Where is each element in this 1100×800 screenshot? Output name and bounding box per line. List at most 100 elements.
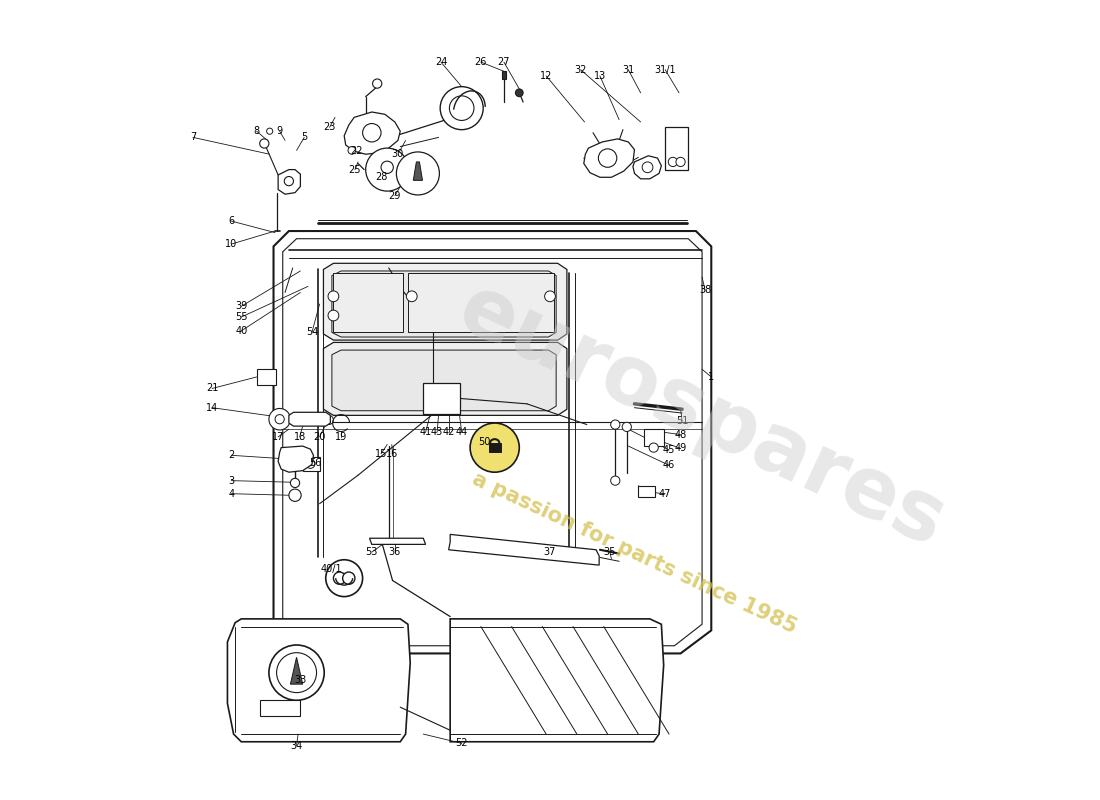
Text: 48: 48 — [674, 430, 686, 439]
Text: 55: 55 — [235, 312, 248, 322]
Text: 37: 37 — [543, 547, 556, 557]
Text: 16: 16 — [386, 449, 398, 458]
Circle shape — [406, 291, 417, 302]
Polygon shape — [333, 274, 403, 333]
Circle shape — [268, 645, 324, 700]
Text: 42: 42 — [442, 427, 454, 438]
Text: 4: 4 — [228, 489, 234, 498]
Text: 44: 44 — [455, 427, 468, 438]
Polygon shape — [344, 112, 400, 154]
Circle shape — [260, 139, 268, 148]
Text: 43: 43 — [431, 427, 443, 438]
Text: 41: 41 — [419, 427, 431, 438]
Text: 27: 27 — [497, 57, 510, 67]
Polygon shape — [323, 263, 566, 340]
Text: 49: 49 — [674, 443, 686, 454]
Text: 50: 50 — [477, 438, 491, 447]
Polygon shape — [332, 271, 557, 337]
Bar — [256, 370, 276, 385]
Polygon shape — [414, 162, 422, 180]
Circle shape — [544, 291, 556, 302]
Text: 10: 10 — [226, 239, 238, 249]
Circle shape — [363, 123, 381, 142]
Text: 18: 18 — [294, 432, 306, 442]
Polygon shape — [584, 139, 635, 178]
Polygon shape — [408, 274, 553, 333]
Text: 52: 52 — [455, 738, 468, 748]
Text: 9: 9 — [276, 126, 283, 136]
Text: 40/1: 40/1 — [320, 564, 342, 574]
Bar — [638, 486, 656, 497]
Polygon shape — [332, 350, 557, 410]
Circle shape — [326, 560, 363, 597]
Text: 47: 47 — [659, 489, 671, 498]
Circle shape — [365, 148, 409, 191]
Polygon shape — [323, 342, 566, 415]
Polygon shape — [289, 412, 330, 426]
Text: 3: 3 — [228, 476, 234, 486]
Circle shape — [396, 152, 439, 195]
Circle shape — [306, 459, 315, 468]
Text: 29: 29 — [388, 190, 401, 201]
Text: 5: 5 — [301, 132, 307, 142]
Text: 8: 8 — [254, 126, 260, 136]
Circle shape — [676, 158, 685, 166]
Circle shape — [342, 572, 355, 584]
Circle shape — [450, 96, 474, 121]
Text: 25: 25 — [349, 165, 361, 174]
Circle shape — [348, 146, 355, 154]
Polygon shape — [278, 446, 314, 472]
Circle shape — [328, 310, 339, 321]
Polygon shape — [290, 658, 303, 684]
Text: 46: 46 — [663, 460, 675, 470]
Circle shape — [444, 398, 455, 410]
Text: 1: 1 — [708, 372, 714, 382]
Text: 30: 30 — [392, 150, 404, 159]
Bar — [424, 383, 460, 414]
Bar — [488, 443, 501, 452]
Circle shape — [266, 128, 273, 134]
Circle shape — [598, 149, 617, 167]
Text: 13: 13 — [594, 71, 606, 81]
Text: 38: 38 — [698, 285, 712, 295]
Circle shape — [284, 177, 294, 186]
Circle shape — [669, 158, 678, 166]
Circle shape — [328, 291, 339, 302]
Circle shape — [623, 422, 631, 431]
Polygon shape — [278, 170, 300, 194]
Text: 39: 39 — [235, 302, 248, 311]
Circle shape — [290, 478, 299, 487]
Circle shape — [610, 476, 620, 486]
Circle shape — [642, 162, 653, 173]
Text: 51: 51 — [675, 416, 689, 426]
Bar — [261, 699, 300, 717]
Text: 12: 12 — [540, 71, 552, 81]
Text: 40: 40 — [235, 326, 248, 336]
Circle shape — [373, 79, 382, 88]
Text: 32: 32 — [574, 65, 587, 74]
Circle shape — [268, 409, 290, 430]
Text: 31: 31 — [623, 65, 635, 74]
Text: 2: 2 — [228, 450, 234, 460]
Circle shape — [470, 423, 519, 472]
Bar — [644, 429, 663, 446]
Text: 15: 15 — [375, 449, 387, 458]
Text: 19: 19 — [336, 432, 348, 442]
Text: 28: 28 — [375, 172, 387, 182]
Text: 45: 45 — [663, 445, 675, 455]
Circle shape — [440, 86, 483, 130]
Bar — [666, 127, 689, 170]
Polygon shape — [274, 231, 712, 654]
Circle shape — [649, 443, 658, 452]
Text: 54: 54 — [306, 327, 318, 338]
Text: 35: 35 — [604, 547, 616, 557]
Circle shape — [285, 450, 300, 466]
Circle shape — [289, 489, 301, 502]
Text: 20: 20 — [314, 432, 326, 442]
Polygon shape — [370, 538, 426, 544]
Text: 23: 23 — [323, 122, 336, 132]
Text: 24: 24 — [434, 57, 447, 67]
Polygon shape — [228, 619, 410, 742]
Text: 34: 34 — [290, 741, 303, 750]
Circle shape — [381, 161, 394, 174]
